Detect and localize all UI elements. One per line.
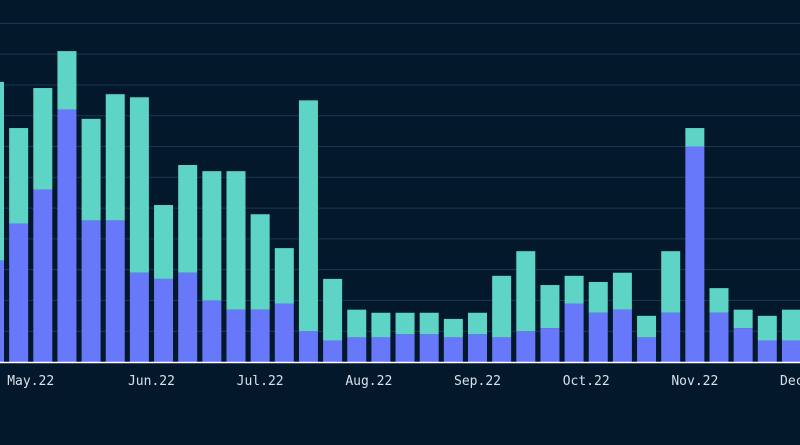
bar-top-segment — [468, 312, 487, 335]
x-tick-label: Aug.22 — [345, 374, 392, 389]
bar-top-segment — [516, 251, 536, 332]
bar-bottom-segment — [540, 328, 560, 362]
x-tick-label: Sep.22 — [454, 374, 501, 389]
x-tick-label: Nov.22 — [671, 374, 718, 389]
bar-bottom-segment — [781, 340, 800, 362]
x-tick-label: Oct.22 — [563, 374, 610, 389]
bar-bottom-segment — [757, 340, 777, 362]
bar-bottom-segment — [81, 220, 101, 362]
bar-top-segment — [733, 309, 753, 329]
x-tick-label: May.22 — [7, 374, 54, 389]
bar-top-segment — [781, 309, 800, 341]
bar-top-segment — [757, 315, 777, 341]
bar-top-segment — [709, 288, 729, 313]
bar-bottom-segment — [57, 109, 77, 362]
bar-bottom-segment — [443, 337, 463, 362]
bar-bottom-segment — [468, 334, 487, 362]
bar-bottom-segment — [323, 340, 343, 362]
bar-bottom-segment — [419, 334, 439, 362]
bar-bottom-segment — [637, 337, 657, 362]
bar-top-segment — [371, 312, 391, 338]
bar-top-segment — [419, 312, 439, 335]
bar-bottom-segment — [612, 309, 632, 362]
bar-top-segment — [250, 214, 270, 310]
bar-top-segment — [298, 100, 318, 332]
bar-top-segment — [661, 251, 681, 313]
bar-bottom-segment — [564, 303, 584, 362]
bar-top-segment — [274, 248, 294, 304]
bar-bottom-segment — [298, 331, 318, 362]
bar-top-segment — [588, 281, 608, 313]
bar-bottom-segment — [733, 328, 753, 362]
bar-bottom-segment — [129, 272, 149, 362]
bar-top-segment — [178, 164, 198, 273]
bar-top-segment — [154, 205, 174, 279]
bar-bottom-segment — [709, 312, 729, 362]
bar-bottom-segment — [516, 331, 536, 362]
bar-bottom-segment — [371, 337, 391, 362]
bar-top-segment — [0, 81, 4, 261]
bar-bottom-segment — [274, 303, 294, 362]
bar-top-segment — [9, 128, 29, 224]
bar-top-segment — [540, 285, 560, 329]
bar-top-segment — [81, 118, 101, 221]
bar-top-segment — [612, 272, 632, 310]
bar-top-segment — [33, 88, 53, 190]
bar-top-segment — [637, 315, 657, 338]
x-axis-ticks: May.22 Jun.22 Jul.22 Aug.22 Sep.22 Oct.22 Nov.… — [7, 374, 800, 389]
bar-bottom-segment — [661, 312, 681, 362]
bars — [0, 51, 800, 362]
bar-bottom-segment — [202, 300, 222, 362]
bar-bottom-segment — [178, 272, 198, 362]
bar-top-segment — [226, 171, 246, 310]
x-tick-label: Dec.22 — [780, 374, 800, 389]
bar-top-segment — [202, 171, 222, 301]
bar-bottom-segment — [154, 278, 174, 362]
bar-bottom-segment — [685, 146, 705, 362]
bar-top-segment — [395, 312, 415, 335]
bar-top-segment — [57, 51, 77, 110]
bar-top-segment — [129, 97, 149, 273]
bar-top-segment — [564, 275, 584, 304]
bar-bottom-segment — [395, 334, 415, 362]
bar-top-segment — [323, 278, 343, 341]
bar-bottom-segment — [33, 189, 53, 362]
bar-bottom-segment — [105, 220, 125, 362]
bar-bottom-segment — [588, 312, 608, 362]
bar-bottom-segment — [250, 309, 270, 362]
bar-top-segment — [685, 128, 705, 147]
bar-top-segment — [105, 94, 125, 221]
bar-top-segment — [443, 318, 463, 338]
bar-bottom-segment — [226, 309, 246, 362]
bar-bottom-segment — [347, 337, 367, 362]
x-tick-label: Jun.22 — [128, 374, 175, 389]
x-tick-label: Jul.22 — [237, 374, 284, 389]
bar-bottom-segment — [9, 223, 29, 362]
bar-bottom-segment — [492, 337, 512, 362]
bar-top-segment — [492, 275, 512, 338]
bar-bottom-segment — [0, 260, 4, 362]
bar-top-segment — [347, 309, 367, 338]
